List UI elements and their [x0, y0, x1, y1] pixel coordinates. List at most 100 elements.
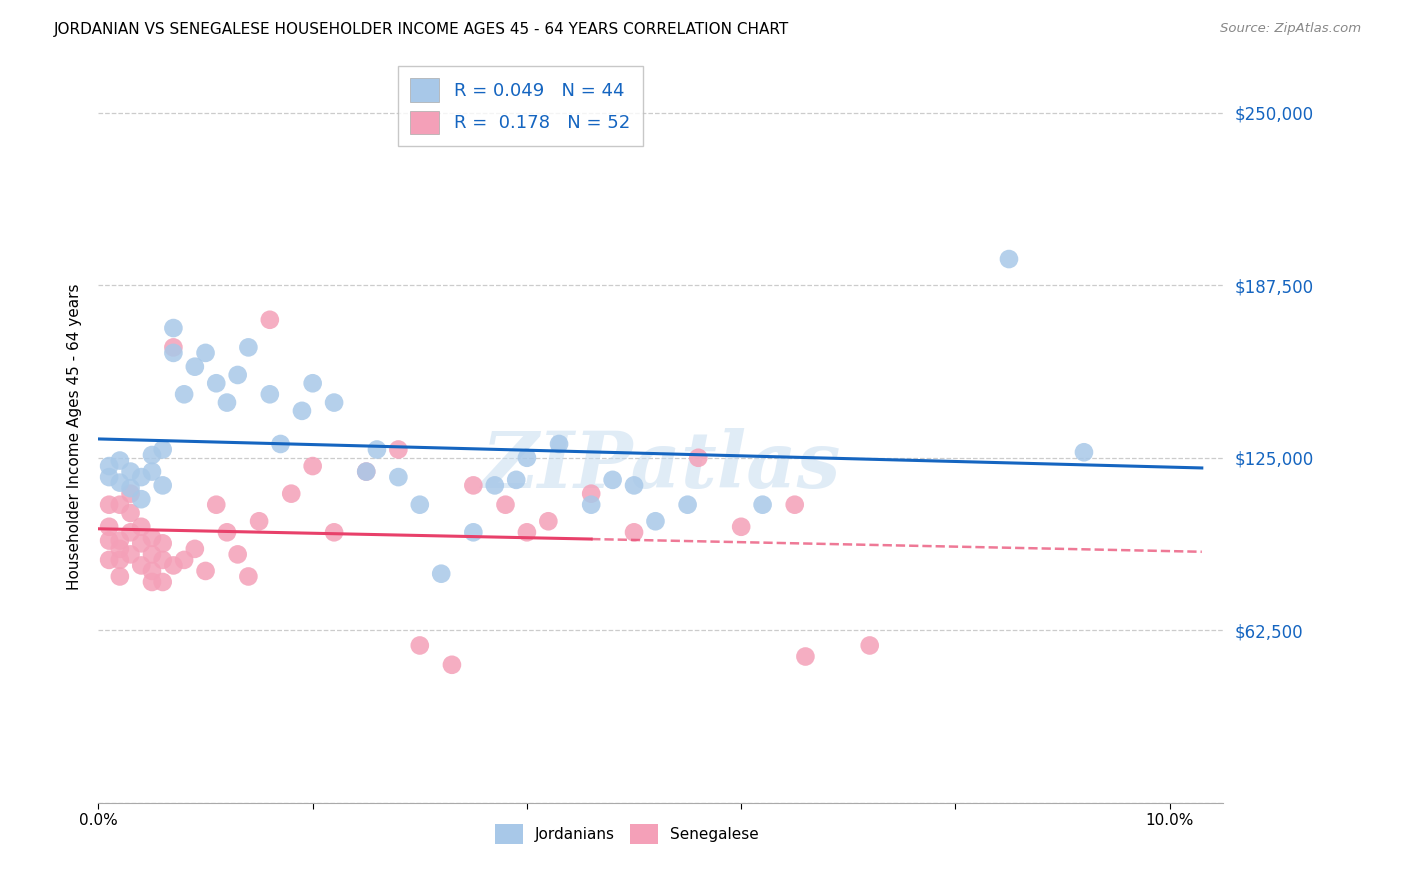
Point	[354, 465, 377, 479]
Point	[184, 359, 207, 374]
Point	[323, 395, 346, 409]
Point	[1073, 445, 1095, 459]
Point	[226, 368, 249, 382]
Point	[120, 506, 142, 520]
Point	[215, 395, 238, 409]
Point	[108, 533, 131, 548]
Point	[194, 346, 217, 360]
Point	[162, 346, 184, 360]
Point	[301, 458, 323, 473]
Text: JORDANIAN VS SENEGALESE HOUSEHOLDER INCOME AGES 45 - 64 YEARS CORRELATION CHART: JORDANIAN VS SENEGALESE HOUSEHOLDER INCO…	[53, 22, 789, 37]
Point	[676, 498, 699, 512]
Point	[783, 498, 806, 512]
Point	[173, 387, 195, 401]
Point	[152, 442, 174, 457]
Point	[98, 533, 121, 548]
Point	[387, 470, 409, 484]
Point	[301, 376, 323, 391]
Point	[516, 525, 538, 540]
Point	[579, 486, 602, 500]
Point	[205, 498, 228, 512]
Point	[226, 548, 249, 562]
Point	[98, 520, 121, 534]
Point	[623, 478, 645, 492]
Point	[141, 531, 163, 545]
Point	[120, 481, 142, 495]
Point	[141, 574, 163, 589]
Text: Source: ZipAtlas.com: Source: ZipAtlas.com	[1220, 22, 1361, 36]
Point	[162, 321, 184, 335]
Point	[238, 340, 260, 354]
Text: ZIPatlas: ZIPatlas	[481, 428, 841, 505]
Point	[108, 541, 131, 556]
Point	[98, 458, 121, 473]
Point	[129, 470, 152, 484]
Point	[152, 574, 174, 589]
Point	[548, 437, 571, 451]
Point	[129, 536, 152, 550]
Point	[440, 657, 463, 672]
Point	[463, 525, 485, 540]
Point	[141, 448, 163, 462]
Point	[152, 536, 174, 550]
Point	[162, 340, 184, 354]
Point	[141, 465, 163, 479]
Point	[270, 437, 292, 451]
Point	[108, 453, 131, 467]
Point	[409, 639, 432, 653]
Point	[688, 450, 710, 465]
Point	[516, 450, 538, 465]
Y-axis label: Householder Income Ages 45 - 64 years: Householder Income Ages 45 - 64 years	[66, 284, 82, 591]
Point	[366, 442, 388, 457]
Point	[602, 473, 624, 487]
Point	[129, 520, 152, 534]
Point	[141, 548, 163, 562]
Point	[129, 558, 152, 573]
Point	[794, 649, 817, 664]
Point	[730, 520, 752, 534]
Point	[259, 387, 281, 401]
Point	[247, 514, 270, 528]
Point	[120, 548, 142, 562]
Point	[238, 569, 260, 583]
Point	[623, 525, 645, 540]
Point	[537, 514, 560, 528]
Point	[129, 492, 152, 507]
Point	[859, 639, 882, 653]
Point	[120, 525, 142, 540]
Point	[98, 498, 121, 512]
Point	[194, 564, 217, 578]
Point	[173, 553, 195, 567]
Point	[505, 473, 527, 487]
Point	[387, 442, 409, 457]
Point	[141, 564, 163, 578]
Point	[205, 376, 228, 391]
Point	[184, 541, 207, 556]
Point	[495, 498, 517, 512]
Point	[409, 498, 432, 512]
Point	[108, 553, 131, 567]
Point	[120, 486, 142, 500]
Point	[259, 312, 281, 326]
Point	[644, 514, 666, 528]
Point	[98, 470, 121, 484]
Point	[484, 478, 506, 492]
Point	[430, 566, 453, 581]
Point	[280, 486, 302, 500]
Point	[98, 553, 121, 567]
Point	[463, 478, 485, 492]
Point	[120, 465, 142, 479]
Point	[152, 553, 174, 567]
Point	[354, 465, 377, 479]
Point	[152, 478, 174, 492]
Point	[579, 498, 602, 512]
Point	[215, 525, 238, 540]
Point	[323, 525, 346, 540]
Point	[751, 498, 773, 512]
Point	[162, 558, 184, 573]
Point	[108, 569, 131, 583]
Point	[108, 475, 131, 490]
Point	[108, 498, 131, 512]
Legend: Jordanians, Senegalese: Jordanians, Senegalese	[489, 818, 765, 850]
Point	[998, 252, 1021, 266]
